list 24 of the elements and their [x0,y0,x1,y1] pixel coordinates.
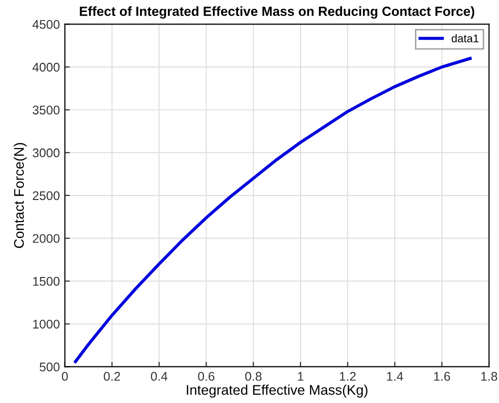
y-tick-label: 4500 [32,20,60,29]
x-tick-label: 1.4 [387,372,404,381]
x-tick-label: 1.2 [340,372,356,381]
y-tick-label: 3500 [32,106,60,114]
y-tick-label: 2500 [32,191,60,200]
y-tick-label: 4000 [32,62,60,72]
y-tick-label: 1500 [33,276,60,286]
legend-label: data1 [452,34,478,42]
x-tick-label: 0.6 [198,372,214,381]
chart-title: Effect of Integrated Effective Mass on Reducing Contact Force) [80,6,474,19]
line-series [74,56,472,364]
x-tick-label: 1.8 [481,372,498,381]
y-tick-label: 3000 [32,148,60,158]
x-tick-label: 0.4 [150,372,168,381]
x-tick-label: 0 [62,372,68,381]
y-tick-label: 500 [40,362,60,372]
x-tick-label: 1 [298,372,304,381]
x-tick-label: 0.2 [104,372,120,381]
y-tick-label: 1000 [33,320,60,329]
y-axis-title: Contact Force(N) [14,143,27,248]
x-axis-title: Integrated Effective Mass(Kg) [186,384,368,398]
x-tick-label: 1.6 [434,372,450,381]
x-tick-label: 0.8 [245,372,262,381]
y-tick-label: 2000 [32,234,60,243]
